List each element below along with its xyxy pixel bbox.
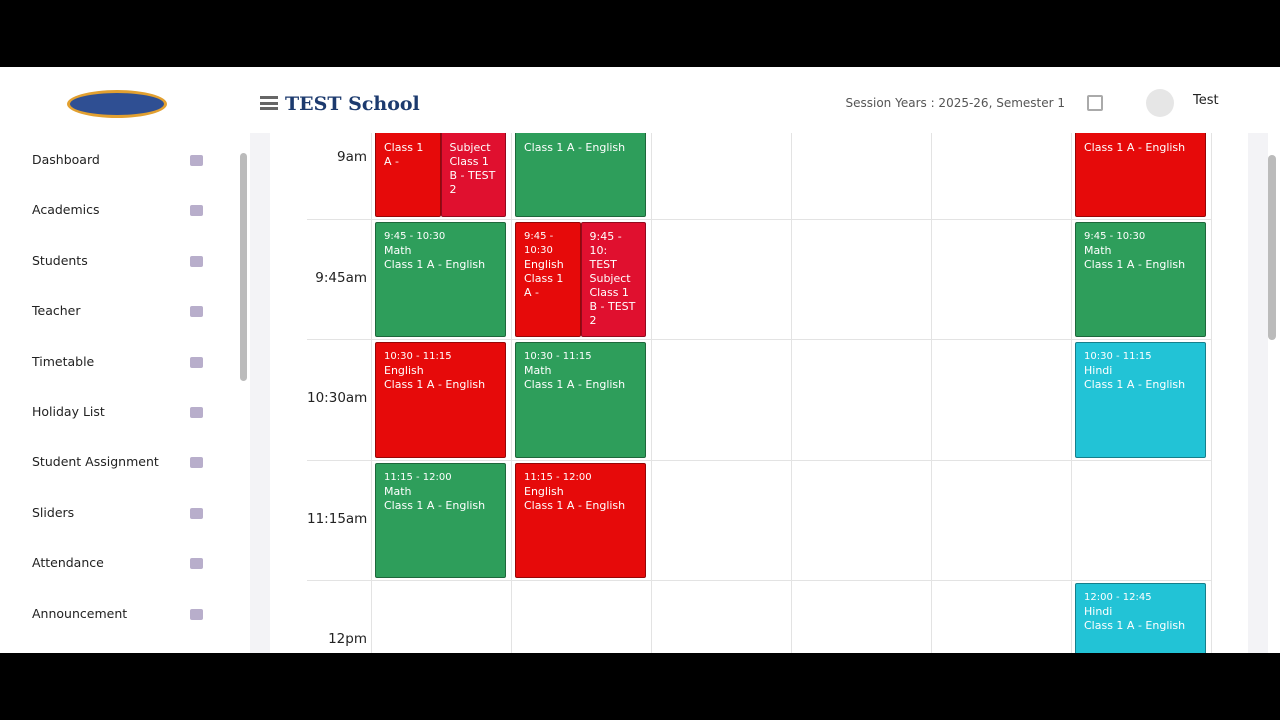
- avatar[interactable]: [1146, 89, 1174, 117]
- menu-icon: [190, 608, 203, 620]
- menu-icon: [190, 306, 203, 318]
- event[interactable]: 11:15 - 12:00 Math Class 1 A - English: [375, 462, 506, 578]
- event-text: 9:45 - 10:: [589, 229, 622, 257]
- event-text: Class 1 A - English: [524, 378, 626, 391]
- session: Session Years : 2025-26, Semester 1: [845, 96, 1066, 110]
- grid-line: [307, 339, 1211, 340]
- event-text: TEST Subject Class 1 B - TEST 2: [589, 257, 636, 327]
- event-text: Subject Class 1 B - TEST 2: [449, 140, 496, 196]
- event-time: 11:15 - 12:00: [384, 471, 452, 483]
- menu-item[interactable]: Dashboard: [32, 152, 100, 167]
- event-time: 11:15 - 12:00: [524, 471, 592, 483]
- event[interactable]: Class 1 A - English: [515, 133, 646, 217]
- timetable: 9am Class 1 A - Subject Class 1 B - TEST 2…: [270, 133, 1248, 653]
- grid-line: [307, 218, 1211, 220]
- language-icon[interactable]: [1087, 95, 1103, 111]
- menu-icon: [190, 255, 203, 267]
- event[interactable]: 10:30 - 11:15 English Class 1 A - English: [375, 342, 506, 458]
- menu-icon: [190, 507, 203, 519]
- event-text: Class 1 A - English: [1084, 140, 1186, 154]
- event-text: Class 1 A - English: [524, 498, 626, 512]
- event-time: 9:45 - 10:30: [1084, 230, 1146, 242]
- scrollbar: [240, 153, 247, 381]
- event[interactable]: 11:15 - 12:00 English Class 1 A - English: [515, 462, 646, 578]
- app: TEST School Session Years : 2025-26, Sem…: [0, 67, 1280, 653]
- event-text: Class 1 A -: [524, 271, 564, 299]
- event-text: English: [524, 484, 564, 498]
- event-time: 9:45 - 10:30: [524, 230, 554, 256]
- event[interactable]: 12:00 - 12:45 Hindi Class 1 A - English: [1075, 583, 1206, 653]
- time-label: 12pm: [328, 631, 367, 648]
- grid-line: [931, 133, 932, 653]
- event-text: Hindi: [1084, 605, 1113, 618]
- event-text: English: [524, 257, 564, 271]
- event-text: Class 1 A - English: [384, 378, 486, 391]
- event-text: Class 1 A - English: [524, 140, 626, 154]
- event-text: Math: [384, 243, 412, 257]
- grid-line: [791, 133, 792, 653]
- event-text: Hindi: [1084, 364, 1113, 377]
- page-scrollbar: [1268, 155, 1276, 340]
- time-label: 9:45am: [315, 269, 367, 286]
- menu-item[interactable]: Holiday List: [32, 404, 105, 419]
- menu-icon: [190, 407, 203, 418]
- menu-item[interactable]: Students: [32, 252, 88, 268]
- menu-toggle[interactable]: [260, 96, 278, 110]
- menu-item[interactable]: Sliders: [32, 504, 75, 520]
- grid-line: [1071, 133, 1072, 653]
- menu-item[interactable]: Student Assignment: [32, 454, 159, 470]
- menu-icon: [190, 558, 203, 570]
- event-text: Class 1 A - English: [384, 498, 486, 512]
- event-text: Class 1 A - English: [1084, 257, 1186, 271]
- event-text: Class 1 A - English: [1084, 619, 1186, 632]
- grid-line: [371, 133, 372, 653]
- event[interactable]: Class 1 A -: [375, 133, 441, 217]
- event-text: Math: [1084, 243, 1112, 257]
- main: 9am Class 1 A - Subject Class 1 B - TEST 2…: [250, 133, 1268, 653]
- event-text: Math: [524, 364, 552, 377]
- menu-item[interactable]: Academics: [32, 202, 100, 218]
- time-label: 11:15am: [307, 510, 368, 527]
- event[interactable]: 10:30 - 11:15 Math Class 1 A - English: [515, 342, 646, 458]
- event[interactable]: 9:45 - 10:30 Math Class 1 A - English: [1075, 221, 1206, 337]
- event-time: 9:45 - 10:30: [384, 230, 446, 242]
- event-text: Class 1 A - English: [1084, 378, 1186, 391]
- grid-line: [1211, 133, 1212, 653]
- time-label: 10:30am: [307, 390, 368, 407]
- user-name[interactable]: Test: [1193, 93, 1219, 108]
- logo[interactable]: [67, 90, 167, 118]
- menu-item[interactable]: Attendance: [32, 555, 104, 571]
- event-time: 10:30 - 11:15: [384, 351, 452, 362]
- time-label: 9am: [336, 149, 367, 166]
- event[interactable]: 10:30 - 11:15 Hindi Class 1 A - English: [1075, 342, 1206, 458]
- event-time: 10:30 - 11:15: [1084, 351, 1152, 362]
- grid-line: [651, 133, 652, 653]
- menu-item[interactable]: Announcement: [32, 605, 128, 621]
- event[interactable]: Class 1 A - English: [1075, 133, 1206, 217]
- school-name: TEST School: [285, 93, 420, 115]
- event[interactable]: 9:45 - 10:30 English Class 1 A -: [515, 221, 581, 337]
- menu-icon: [190, 205, 203, 217]
- event-text: Math: [384, 484, 412, 498]
- menu-icon: [190, 457, 203, 469]
- sidebar: Dashboard Academics Students Teacher Timetab…: [0, 133, 250, 653]
- menu-item[interactable]: Timetable: [32, 353, 95, 369]
- event[interactable]: Subject Class 1 B - TEST 2: [440, 133, 506, 217]
- event-text: English: [384, 364, 424, 377]
- event-text: Class 1 A -: [384, 140, 424, 168]
- grid-line: [307, 459, 1211, 461]
- event[interactable]: 9:45 - 10:30 Math Class 1 A - English: [375, 221, 506, 337]
- menu-icon: [190, 155, 203, 166]
- event-time: 12:00 - 12:45: [1084, 592, 1152, 603]
- event-text: Class 1 A - English: [384, 257, 486, 271]
- event[interactable]: 9:45 - 10: TEST Subject Class 1 B - TEST …: [580, 221, 646, 337]
- grid-line: [307, 580, 1211, 581]
- event-time: 10:30 - 11:15: [524, 351, 592, 362]
- menu-icon: [190, 356, 203, 368]
- grid-line: [511, 133, 512, 653]
- menu-item[interactable]: Teacher: [32, 303, 81, 319]
